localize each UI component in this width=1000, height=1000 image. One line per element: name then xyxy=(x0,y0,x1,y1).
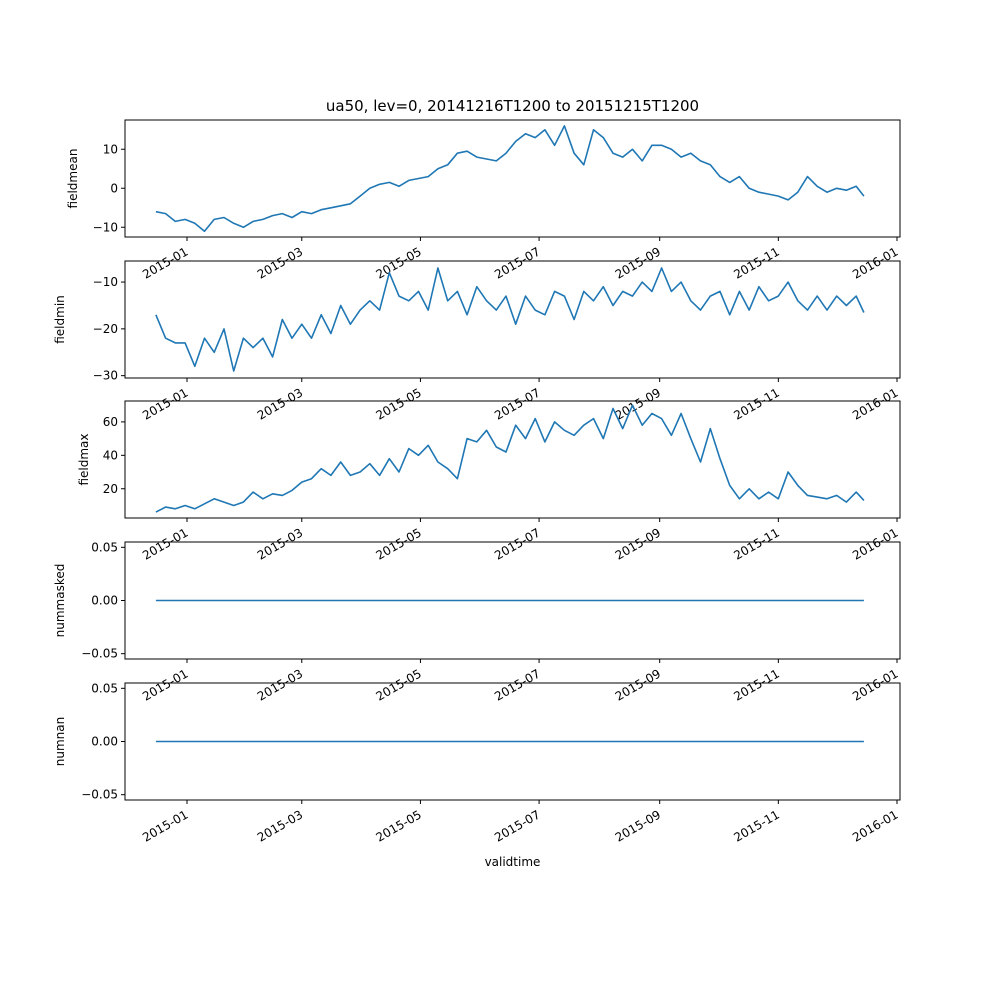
nummasked-ytick-label: 0.00 xyxy=(91,594,118,608)
fieldmean-axis-label: fieldmean xyxy=(66,149,80,209)
fieldmax-ytick-label: 60 xyxy=(103,415,118,429)
fieldmax-ytick-label: 40 xyxy=(103,448,118,462)
fieldmin-axis-label: fieldmin xyxy=(53,295,67,344)
fieldmax-series-line xyxy=(155,404,865,513)
fieldmean-series-line xyxy=(155,125,865,232)
fieldmin-series-line xyxy=(155,267,865,372)
numnan-ytick-label: 0.05 xyxy=(91,681,118,695)
numnan-ytick-label: −0.05 xyxy=(81,788,118,802)
fieldmin-axes-frame xyxy=(124,260,901,379)
fieldmean-ytick-label: 10 xyxy=(103,142,118,156)
fieldmean-ytick-label: −10 xyxy=(93,220,118,234)
fieldmax-axes-frame xyxy=(124,400,901,519)
nummasked-ytick-label: 0.05 xyxy=(91,540,118,554)
nummasked-ytick-label: −0.05 xyxy=(81,647,118,661)
chart-title: ua50, lev=0, 20141216T1200 to 20151215T1… xyxy=(326,97,699,115)
fieldmin-ytick-label: −30 xyxy=(93,369,118,383)
x-axis-label: validtime xyxy=(485,855,541,869)
fieldmean-ytick-label: 0 xyxy=(110,181,118,195)
nummasked-axis-label: nummasked xyxy=(53,564,67,638)
fieldmin-ytick-label: −20 xyxy=(93,322,118,336)
numnan-axis-label: numnan xyxy=(53,717,67,766)
fieldmax-ytick-label: 20 xyxy=(103,482,118,496)
fieldmin-ytick-label: −10 xyxy=(93,275,118,289)
numnan-ytick-label: 0.00 xyxy=(91,735,118,749)
fieldmax-axis-label: fieldmax xyxy=(77,433,91,485)
fieldmean-axes-frame xyxy=(124,119,901,238)
